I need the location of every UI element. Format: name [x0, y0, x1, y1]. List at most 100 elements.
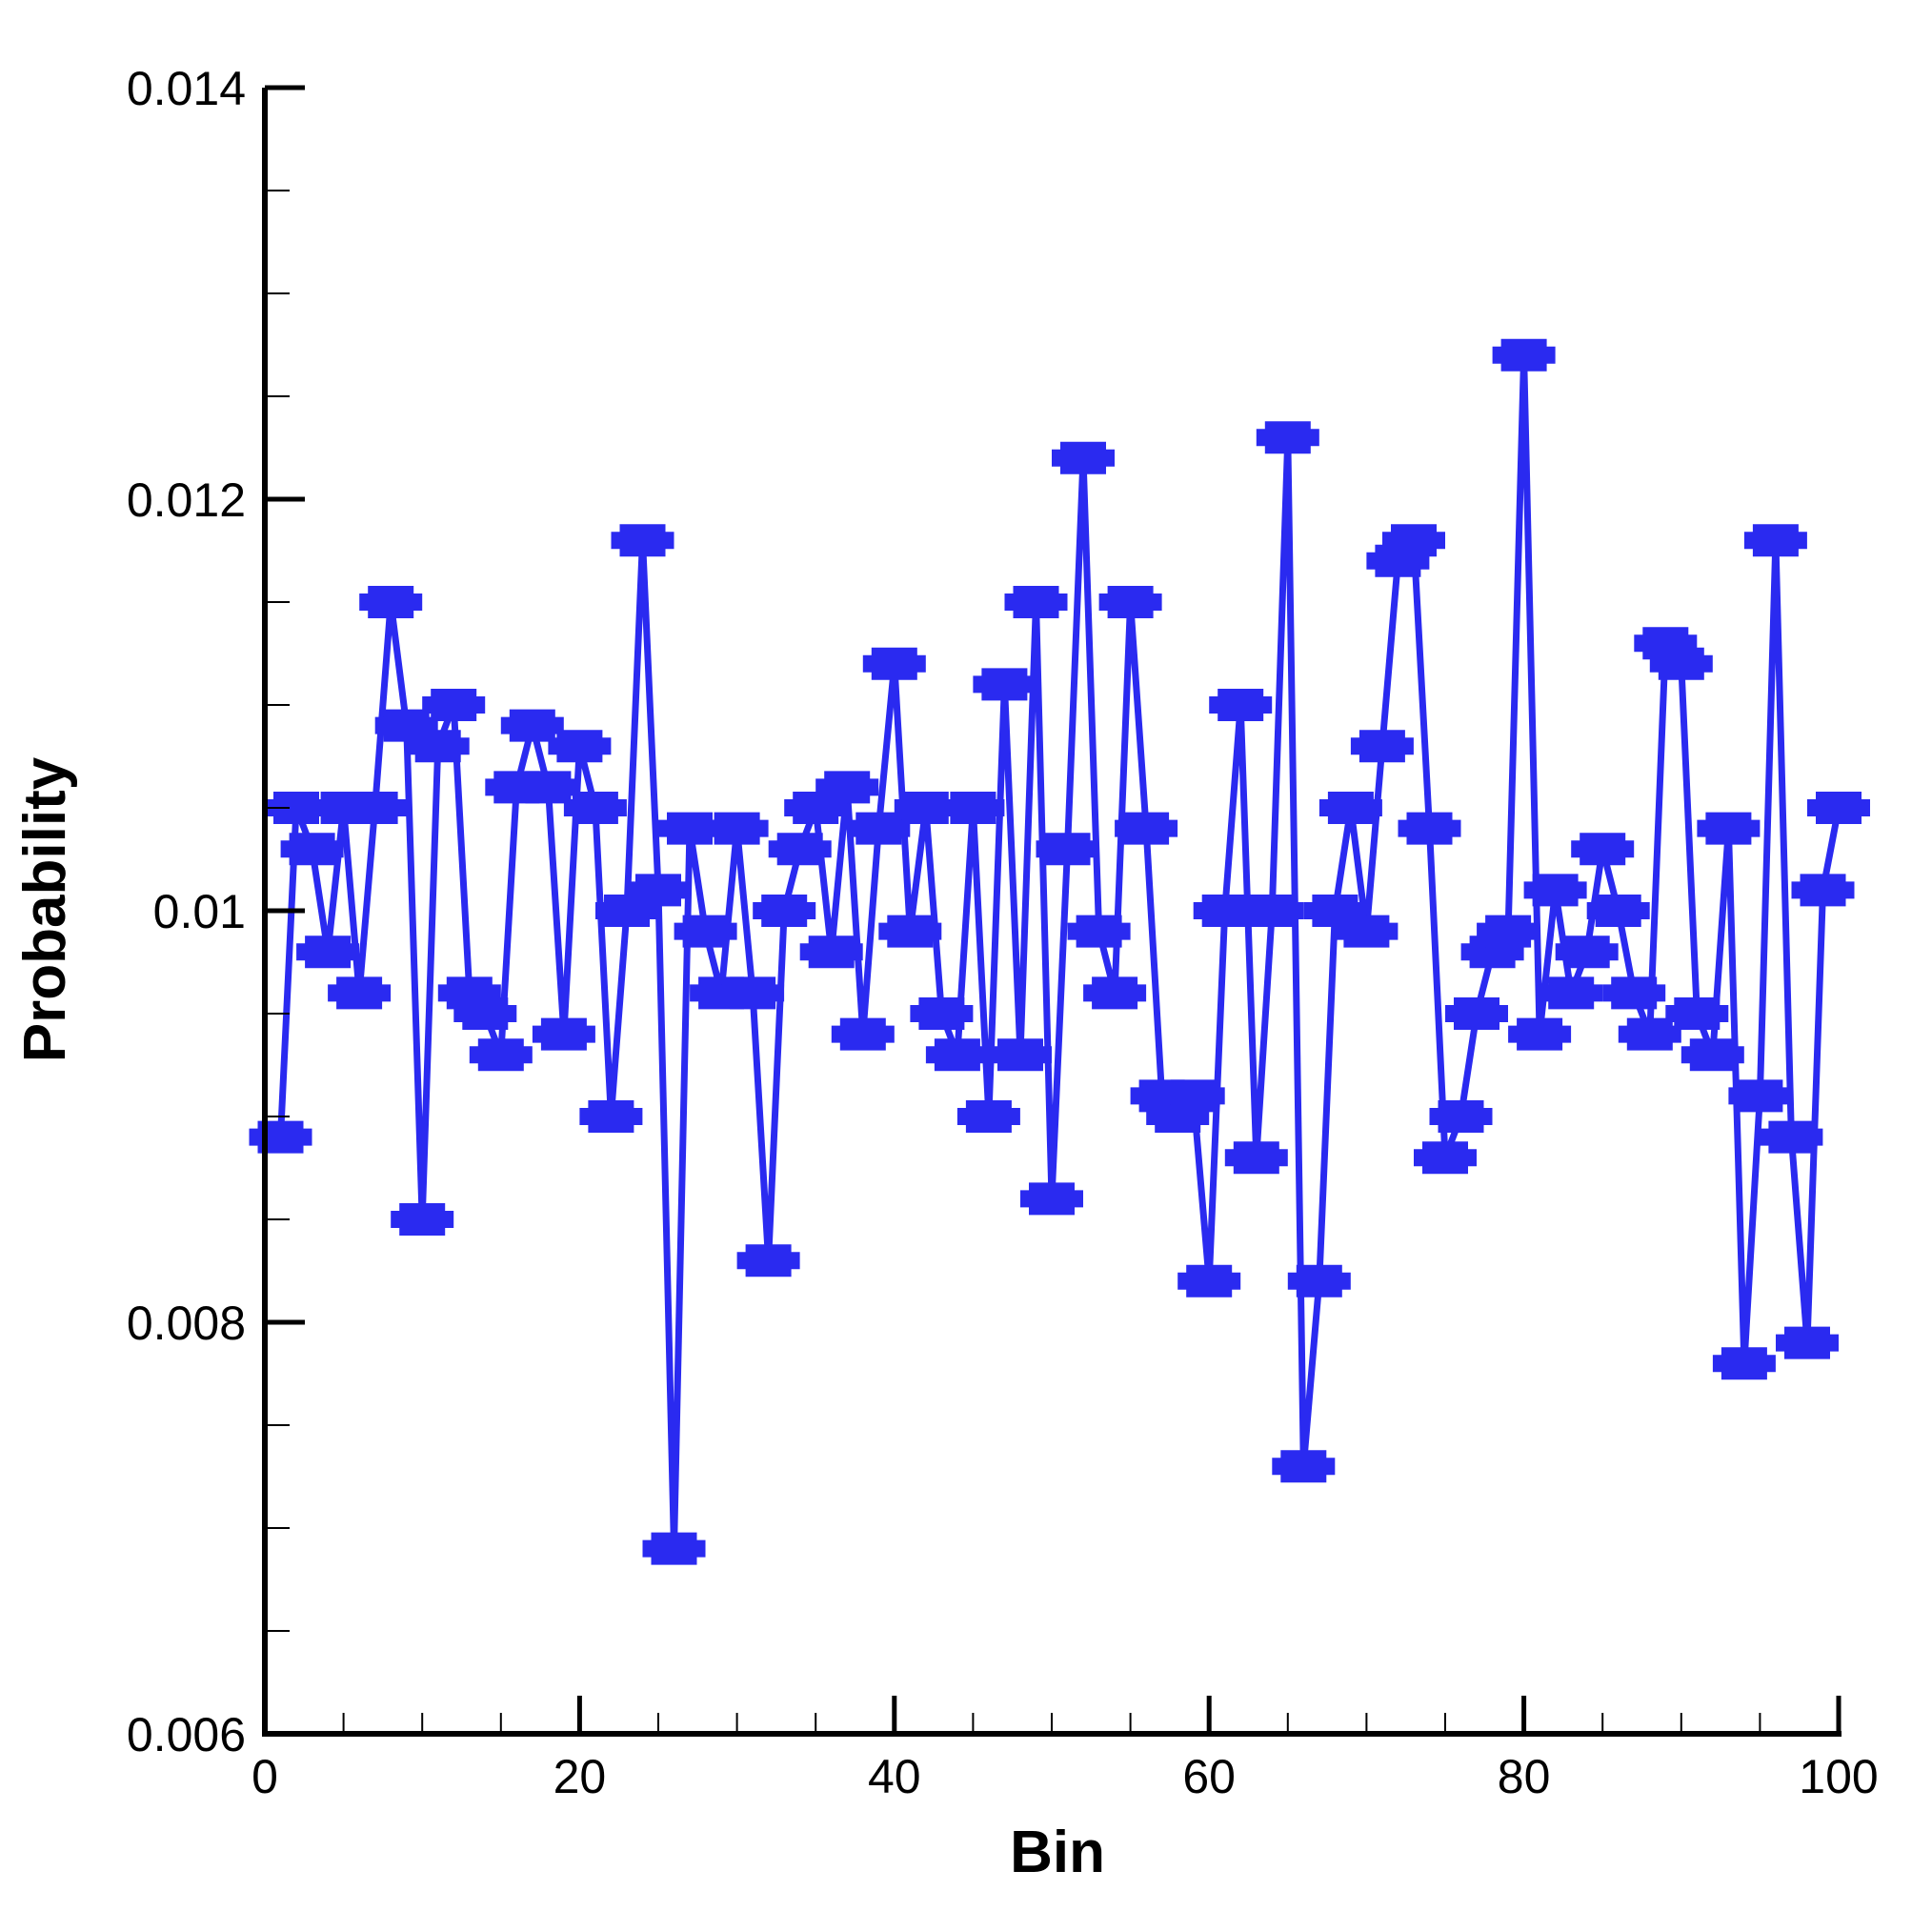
data-point	[1004, 586, 1068, 618]
data-point	[1067, 915, 1131, 948]
plus-marker-icon	[1680, 1038, 1744, 1072]
data-point	[799, 935, 863, 969]
plus-marker-icon	[1649, 647, 1713, 680]
plus-marker-icon	[1382, 524, 1445, 557]
data-point	[878, 915, 942, 948]
data-point	[406, 730, 470, 763]
plus-marker-icon	[1287, 1264, 1351, 1297]
plus-marker-icon	[956, 1100, 1020, 1133]
plus-marker-icon	[1618, 1017, 1681, 1051]
data-point	[1224, 1141, 1288, 1175]
x-tick-label: 20	[553, 1750, 607, 1803]
plus-marker-icon	[1209, 689, 1273, 721]
data-point	[469, 1038, 533, 1072]
plus-marker-icon	[343, 792, 407, 824]
data-point	[1287, 1264, 1351, 1297]
x-tick-label: 100	[1799, 1750, 1878, 1803]
data-point	[1776, 1326, 1839, 1359]
data-point	[1115, 812, 1178, 845]
plus-marker-icon	[799, 935, 863, 969]
plus-marker-icon	[1177, 1264, 1241, 1297]
data-point	[1052, 441, 1115, 474]
data-point	[956, 1100, 1020, 1133]
plus-marker-icon	[1445, 997, 1508, 1030]
plus-marker-icon	[1760, 1120, 1823, 1154]
data-point	[516, 771, 580, 804]
data-point	[1649, 647, 1713, 680]
data-point	[862, 647, 926, 680]
data-point	[1083, 976, 1147, 1010]
series-layer	[249, 338, 1870, 1565]
plus-marker-icon	[1743, 524, 1807, 557]
data-point	[1665, 997, 1729, 1030]
plus-marker-icon	[1335, 915, 1399, 948]
plus-marker-icon	[579, 1100, 643, 1133]
data-point	[1618, 1017, 1681, 1051]
plus-marker-icon	[1791, 874, 1855, 907]
plus-marker-icon	[1477, 915, 1540, 948]
data-point	[1680, 1038, 1744, 1072]
y-tick-label: 0.01	[153, 885, 246, 938]
data-point	[847, 812, 911, 845]
plus-marker-icon	[878, 915, 942, 948]
data-point	[1398, 812, 1461, 845]
plus-marker-icon	[1115, 812, 1178, 845]
data-point	[391, 1203, 454, 1236]
data-point	[1540, 976, 1603, 1010]
plus-marker-icon	[1036, 833, 1099, 866]
plus-marker-icon	[674, 915, 737, 948]
data-point	[1209, 689, 1273, 721]
plus-marker-icon	[1492, 338, 1556, 372]
plus-marker-icon	[1776, 1326, 1839, 1359]
plus-marker-icon	[328, 976, 392, 1010]
plus-marker-icon	[359, 586, 423, 618]
plus-marker-icon	[532, 1017, 595, 1051]
plus-marker-icon	[1555, 935, 1619, 969]
plus-marker-icon	[453, 997, 517, 1030]
data-point	[296, 935, 360, 969]
data-point	[1445, 997, 1508, 1030]
data-point	[1586, 895, 1650, 927]
data-point	[989, 1038, 1052, 1072]
plus-marker-icon	[1004, 586, 1068, 618]
data-point	[1791, 874, 1855, 907]
plus-marker-icon	[265, 792, 328, 824]
ticks-layer: 0 20 40 60 80 100 0.006 0.008 0.01 0.012 0.014	[127, 62, 1879, 1803]
data-point	[579, 1100, 643, 1133]
plus-marker-icon	[1083, 976, 1147, 1010]
data-point	[532, 1017, 595, 1051]
plus-marker-icon	[989, 1038, 1052, 1072]
plus-marker-icon	[500, 709, 564, 742]
data-point	[1036, 833, 1099, 866]
data-point	[422, 689, 486, 721]
plus-marker-icon	[1414, 1141, 1477, 1175]
plus-marker-icon	[627, 874, 690, 907]
plus-marker-icon	[1508, 1017, 1572, 1051]
data-point	[1760, 1120, 1823, 1154]
plus-marker-icon	[1602, 976, 1666, 1010]
plus-marker-icon	[1523, 874, 1587, 907]
plus-marker-icon	[768, 833, 832, 866]
series-line	[277, 352, 1842, 1553]
data-point	[249, 1120, 312, 1154]
plus-marker-icon	[1712, 1347, 1776, 1380]
plus-marker-icon	[894, 792, 957, 824]
data-point	[1602, 976, 1666, 1010]
plus-marker-icon	[1256, 421, 1319, 454]
data-point	[1382, 524, 1445, 557]
plus-marker-icon	[1398, 812, 1461, 845]
data-point	[658, 812, 721, 845]
x-tick-label: 60	[1182, 1750, 1236, 1803]
data-point	[831, 1017, 895, 1051]
plus-marker-icon	[406, 730, 470, 763]
data-point	[642, 1532, 706, 1565]
x-axis-title: Bin	[1010, 1820, 1105, 1885]
plus-marker-icon	[1665, 997, 1729, 1030]
x-tick-label: 80	[1498, 1750, 1551, 1803]
plus-marker-icon	[1540, 976, 1603, 1010]
data-point	[265, 792, 328, 824]
plus-marker-icon	[1067, 915, 1131, 948]
plus-marker-icon	[516, 771, 580, 804]
plus-marker-icon	[1586, 895, 1650, 927]
